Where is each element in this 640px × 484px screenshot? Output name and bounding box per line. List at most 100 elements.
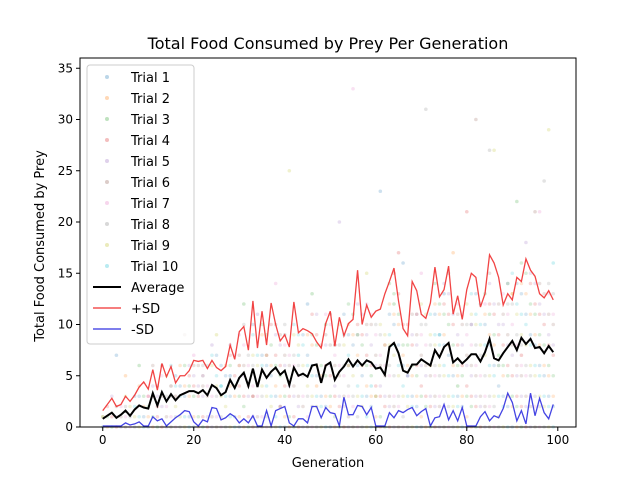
trial-point — [501, 291, 505, 296]
trial-point — [292, 394, 296, 399]
trial-point — [442, 291, 446, 296]
trial-point — [451, 363, 455, 368]
trial-point — [469, 404, 474, 409]
trial-point — [515, 199, 519, 204]
trial-point — [346, 384, 351, 388]
trial-point — [474, 322, 478, 327]
trial-point — [196, 394, 201, 399]
trial-point — [351, 404, 355, 409]
legend-marker — [105, 264, 109, 268]
trial-point — [492, 363, 496, 368]
trial-point — [264, 384, 269, 388]
legend-label: Trial 6 — [130, 176, 170, 191]
trial-point — [210, 353, 214, 358]
trial-point — [173, 373, 178, 378]
trial-point — [515, 394, 519, 399]
trial-point — [464, 363, 469, 368]
trial-point — [282, 353, 287, 358]
trial-point — [451, 343, 455, 347]
trial-point — [333, 384, 337, 388]
trial-point — [242, 363, 246, 368]
trial-point — [255, 312, 260, 317]
trial-point — [474, 373, 478, 378]
trial-point — [219, 384, 223, 388]
trial-point — [460, 363, 465, 368]
trial-point — [278, 404, 283, 409]
trial-point — [492, 373, 496, 378]
trial-point — [191, 353, 196, 358]
trial-point — [260, 414, 264, 419]
trial-point — [405, 343, 410, 347]
trial-point — [160, 373, 164, 378]
trial-point — [519, 261, 524, 265]
y-tick-label: 10 — [58, 318, 73, 332]
legend-label: Trial 5 — [130, 155, 170, 170]
trial-point — [455, 373, 460, 378]
trial-point — [469, 322, 474, 327]
trial-point — [292, 414, 296, 419]
trial-point — [396, 373, 401, 378]
trial-point — [451, 373, 455, 378]
trial-point — [255, 353, 260, 358]
trial-point — [269, 363, 273, 368]
trial-point — [478, 373, 483, 378]
trial-point — [428, 312, 433, 317]
legend-marker — [105, 117, 109, 121]
trial-point — [282, 394, 287, 399]
trial-point — [187, 394, 192, 399]
trial-point — [487, 404, 492, 409]
trial-point — [164, 394, 169, 399]
trial-point — [524, 271, 528, 276]
trial-point — [355, 384, 360, 388]
trial-point — [469, 343, 474, 347]
trial-point — [242, 394, 246, 399]
trial-point — [337, 363, 342, 368]
trial-point — [282, 384, 287, 388]
trial-point — [191, 414, 196, 419]
trial-point — [155, 394, 160, 399]
trial-point — [528, 302, 533, 306]
trial-point — [292, 353, 296, 358]
legend-label: Trial 3 — [130, 113, 170, 128]
trial-point — [469, 394, 474, 399]
trial-point — [433, 394, 437, 399]
trial-point — [487, 271, 492, 276]
trial-point — [451, 250, 455, 255]
trial-point — [369, 394, 374, 399]
trial-point — [242, 302, 246, 306]
trial-point — [373, 414, 378, 419]
trial-point — [214, 414, 219, 419]
x-tick-label: 20 — [186, 433, 201, 447]
trial-point — [323, 404, 328, 409]
trial-point — [378, 394, 383, 399]
trial-point — [141, 394, 146, 399]
trial-point — [474, 291, 478, 296]
trial-point — [201, 414, 205, 419]
trial-point — [383, 343, 387, 347]
trial-point — [501, 394, 505, 399]
trial-point — [296, 353, 301, 358]
trial-point — [282, 414, 287, 419]
trial-point — [437, 332, 442, 337]
trial-point — [160, 404, 164, 409]
trial-point — [410, 394, 414, 399]
trial-point — [337, 220, 342, 224]
trial-point — [278, 343, 283, 347]
legend-marker — [105, 222, 109, 226]
trial-point — [214, 394, 219, 399]
trial-point — [483, 373, 487, 378]
trial-point — [551, 312, 556, 317]
trial-point — [383, 332, 387, 337]
trial-point — [483, 322, 487, 327]
trial-point — [392, 353, 396, 358]
trial-point — [310, 373, 314, 378]
trial-point — [474, 343, 478, 347]
trial-point — [346, 353, 351, 358]
x-tick-label: 100 — [546, 433, 569, 447]
trial-point — [464, 414, 469, 419]
trial-point — [424, 107, 428, 112]
trial-point — [442, 373, 446, 378]
trial-point — [210, 414, 214, 419]
trial-point — [533, 363, 537, 368]
trial-point — [505, 404, 510, 409]
